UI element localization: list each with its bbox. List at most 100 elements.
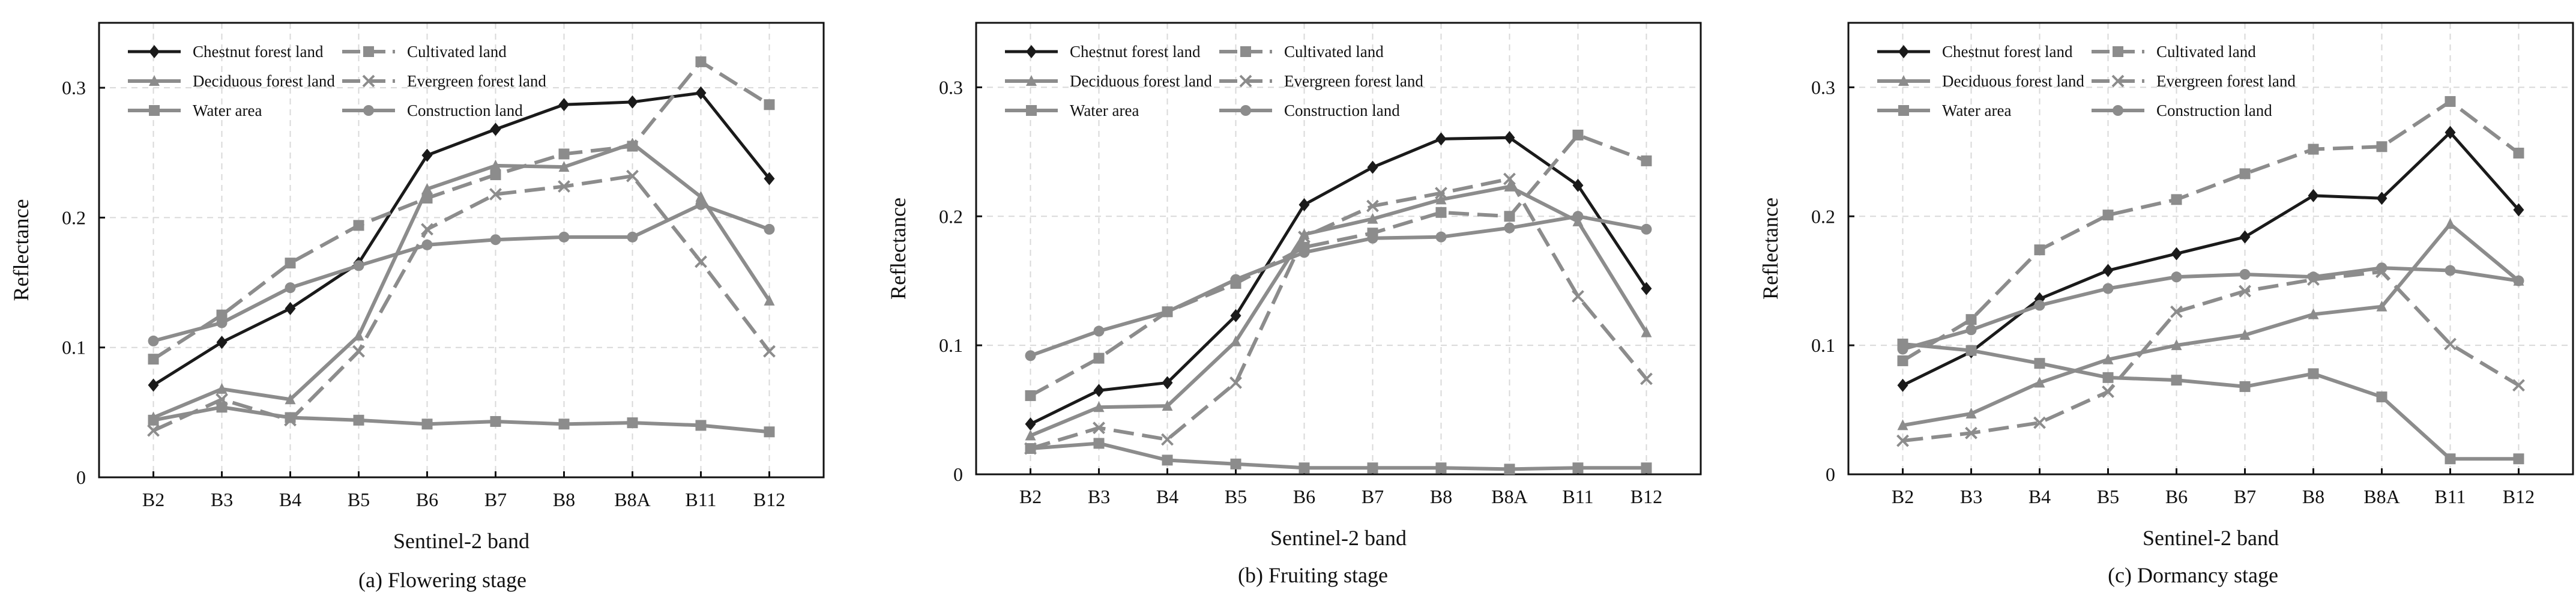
y-tick-label: 0.2: [62, 207, 86, 228]
legend-label-chestnut-forest-land: Chestnut forest land: [1942, 43, 2073, 61]
y-tick-label: 0.2: [939, 205, 963, 227]
data-point-construction-land: [148, 335, 159, 346]
series-line-deciduous-forest-land: [1902, 222, 2520, 427]
data-point-construction-land: [1504, 222, 1515, 234]
series-line-evergreen-forest-land: [1030, 177, 1648, 450]
data-point-evergreen-forest-land: [763, 345, 776, 358]
legend-label-deciduous-forest-land: Deciduous forest land: [1070, 72, 1212, 90]
data-point-deciduous-forest-land: [1367, 213, 1378, 224]
data-point-evergreen-forest-land: [558, 180, 570, 193]
x-tick-label: B12: [2503, 486, 2535, 507]
data-point-cultivated-land: [2308, 143, 2319, 155]
series-line-construction-land: [152, 202, 770, 343]
x-tick-label: B5: [1225, 486, 1247, 507]
data-point-construction-land: [2445, 265, 2456, 276]
panel-caption-fruiting: (b) Fruiting stage: [1238, 563, 1388, 587]
data-point-deciduous-forest-land: [2376, 300, 2387, 312]
x-tick-label: B5: [348, 489, 370, 510]
data-point-construction-land: [2034, 300, 2045, 311]
legend-marker-chestnut-forest-land: [1026, 45, 1037, 58]
data-point-evergreen-forest-land: [2102, 385, 2114, 398]
x-tick-label: B11: [2434, 486, 2466, 507]
data-point-construction-land: [2102, 283, 2114, 294]
legend-label-construction-land: Construction land: [407, 101, 523, 119]
panel-caption-flowering: (a) Flowering stage: [358, 568, 526, 592]
data-point-construction-land: [1367, 232, 1378, 244]
data-point-chestnut-forest-land: [490, 122, 501, 136]
data-point-water-area: [1162, 454, 1173, 466]
data-point-construction-land: [1162, 306, 1173, 318]
data-point-evergreen-forest-land: [1965, 426, 1977, 439]
series-line-cultivated-land: [1901, 100, 2520, 363]
legend-label-water-area: Water area: [1070, 101, 1139, 119]
data-point-cultivated-land: [1572, 129, 1584, 140]
legend-marker-construction-land: [1240, 105, 1251, 116]
x-tick-label: B7: [2234, 486, 2256, 507]
series-line-water-area: [152, 405, 770, 434]
data-point-cultivated-land: [1965, 314, 1977, 325]
y-tick-label: 0: [953, 464, 963, 485]
chart-panel-dormancy: 0 0.1 0.2 0.3 B2 B3 B4 B5 B6 B7 B8 B8A B11 B12 Sentine…: [1758, 22, 2574, 550]
data-point-water-area: [353, 414, 364, 426]
plot-frame: [975, 22, 1702, 476]
data-point-deciduous-forest-land: [764, 294, 775, 306]
data-point-evergreen-forest-land: [2170, 305, 2183, 318]
data-point-water-area: [2513, 453, 2524, 465]
data-point-cultivated-land: [2376, 141, 2387, 153]
data-point-deciduous-forest-land: [285, 393, 296, 405]
data-point-construction-land: [1897, 343, 1908, 355]
data-point-deciduous-forest-land: [1162, 400, 1173, 411]
data-point-evergreen-forest-land: [2033, 416, 2046, 429]
data-point-evergreen-forest-land: [2444, 337, 2457, 351]
legend-marker-water-area: [1898, 105, 1909, 116]
legend-label-water-area: Water area: [1942, 101, 2011, 119]
data-point-chestnut-forest-land: [764, 172, 775, 186]
y-tick-label: 0: [1826, 464, 1835, 485]
legend-label-chestnut-forest-land: Chestnut forest land: [193, 43, 324, 61]
x-tick-label: B12: [753, 489, 785, 510]
x-tick-label: B8: [1430, 486, 1452, 507]
x-tick-label: B11: [685, 489, 716, 510]
y-axis-label: Reflectance: [1758, 198, 1782, 300]
y-tick-label: 0.1: [62, 337, 86, 358]
data-point-chestnut-forest-land: [2239, 230, 2251, 244]
data-point-water-area: [558, 418, 570, 430]
x-axis-label: Sentinel-2 band: [393, 529, 529, 553]
legend-marker-construction-land: [2113, 105, 2123, 116]
data-point-chestnut-forest-land: [1230, 309, 1241, 322]
series-line-construction-land: [1030, 214, 1647, 358]
legend-marker-water-area: [149, 105, 160, 116]
data-point-deciduous-forest-land: [695, 190, 707, 202]
data-point-evergreen-forest-land: [1093, 421, 1105, 435]
chart-panel-fruiting: 0 0.1 0.2 0.3 B2 B3 B4 B5 B6 B7 B8 B8A B11 B12 Sentine…: [886, 22, 1702, 550]
data-point-chestnut-forest-land: [558, 98, 570, 112]
data-point-water-area: [764, 426, 775, 438]
data-point-construction-land: [216, 317, 228, 328]
x-tick-label: B7: [1362, 486, 1384, 507]
data-point-evergreen-forest-land: [1229, 376, 1242, 389]
series-line-chestnut-forest-land: [1030, 136, 1648, 426]
data-point-evergreen-forest-land: [421, 223, 433, 236]
data-point-construction-land: [285, 282, 296, 294]
data-point-cultivated-land: [2171, 194, 2182, 205]
data-point-cultivated-land: [216, 309, 228, 321]
data-point-water-area: [1965, 345, 1977, 356]
series-line-water-area: [1902, 342, 2519, 461]
data-point-chestnut-forest-land: [2445, 125, 2456, 139]
legend-label-cultivated-land: Cultivated land: [2156, 43, 2256, 61]
data-point-water-area: [1435, 462, 1447, 474]
data-point-chestnut-forest-land: [1025, 417, 1036, 431]
data-point-water-area: [2376, 391, 2387, 403]
data-point-chestnut-forest-land: [148, 378, 159, 392]
plot-frame: [98, 22, 825, 479]
data-point-cultivated-land: [695, 56, 707, 67]
y-axis-label: Reflectance: [9, 199, 33, 301]
data-point-deciduous-forest-land: [2171, 339, 2182, 351]
data-point-water-area: [2102, 372, 2114, 383]
series-line-chestnut-forest-land: [1902, 131, 2520, 387]
data-point-evergreen-forest-land: [1503, 172, 1516, 186]
x-tick-label: B2: [1892, 486, 1914, 507]
data-point-chestnut-forest-land: [421, 148, 433, 162]
data-point-chestnut-forest-land: [627, 95, 638, 109]
